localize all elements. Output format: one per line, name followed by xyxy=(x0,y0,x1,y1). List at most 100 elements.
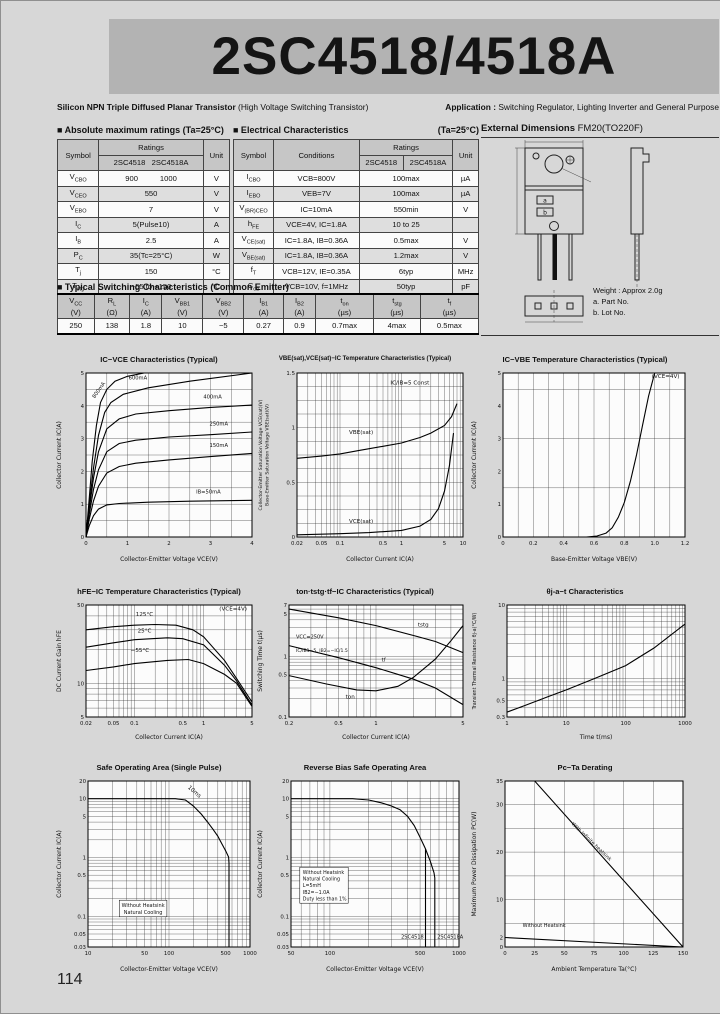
series-vbe-sat xyxy=(296,403,458,459)
value-cell: 100max xyxy=(358,185,454,202)
chart-title: Safe Operating Area (Single Pulse) xyxy=(96,763,222,772)
package-note-b: b. Lot No. xyxy=(593,308,626,317)
value-cell: 550 xyxy=(98,185,204,202)
svg-text:0.1: 0.1 xyxy=(336,541,345,547)
svg-text:20: 20 xyxy=(79,779,86,785)
svg-text:0.6: 0.6 xyxy=(590,541,599,547)
abs-max-row: VEBO 7 V xyxy=(56,201,231,218)
symbol-cell: IEBO xyxy=(232,185,275,202)
svg-text:Natural Cooling: Natural Cooling xyxy=(303,877,340,883)
series-infinite-heatsink xyxy=(505,780,684,948)
svg-text:0: 0 xyxy=(498,535,502,541)
y-axis-label: Transient Thermal Resistance θj-a(°C/W) xyxy=(472,612,478,710)
switching-table-host: VCC (V) RL (Ω) IC (A) VBB1 (V) VBB2 (V) IB1 (A) IB2(… xyxy=(57,293,480,336)
abs-max-table-host: Symbol Ratings Unit 2SC4518 2SC4518A VCBO 900… xyxy=(56,139,231,295)
elec-row: VCE(sat) IC=1.8A, IB=0.36A 0.5max V xyxy=(232,232,479,249)
svg-text:0.05: 0.05 xyxy=(107,721,119,727)
series-ic-vbe xyxy=(586,372,656,538)
switching-header: RL (Ω) xyxy=(93,293,131,319)
condition-cell: VEB=7V xyxy=(273,185,360,202)
value-cell: 35(Tc=25°C) xyxy=(98,247,204,264)
col-ratings: Ratings xyxy=(358,139,454,156)
svg-text:0: 0 xyxy=(292,535,296,541)
chart-title: Reverse Bias Safe Operating Area xyxy=(303,763,427,772)
svg-text:2: 2 xyxy=(500,936,503,942)
x-axis-label: Collector Current IC(A) xyxy=(346,556,414,563)
svg-text:0.5: 0.5 xyxy=(379,541,388,547)
switching-value: 4max xyxy=(373,317,421,335)
switching-table: VCC (V) RL (Ω) IC (A) VBB1 (V) VBB2 (V) IB1 (A) IB2(… xyxy=(57,293,480,336)
svg-text:0.1: 0.1 xyxy=(280,914,289,920)
svg-text:1: 1 xyxy=(286,856,289,862)
svg-text:0.5: 0.5 xyxy=(334,721,343,727)
chart-ic-vbe: IC−VBE Temperature Characteristics (Typi… xyxy=(471,355,699,568)
col-models: 2SC4518 2SC4518A xyxy=(98,154,204,171)
switching-header: IC (A) xyxy=(129,293,163,319)
symbol-cell: V(BR)CEO xyxy=(232,201,275,218)
svg-text:0.8: 0.8 xyxy=(620,541,629,547)
svg-text:4: 4 xyxy=(81,404,85,410)
elec-row: V(BR)CEO IC=10mA 550min V xyxy=(232,201,479,218)
svg-text:150mA: 150mA xyxy=(210,443,229,449)
col-unit: Unit xyxy=(202,139,231,171)
svg-text:0: 0 xyxy=(84,541,88,547)
svg-text:−55°C: −55°C xyxy=(131,648,150,654)
svg-text:100: 100 xyxy=(164,951,175,957)
chart-hfe-ic: hFE−IC Temperature Characteristics (Typi… xyxy=(56,587,262,746)
page-number: 114 xyxy=(57,971,83,988)
chart-switching-time: ton·tstg·tf−IC Characteristics (Typical)… xyxy=(257,587,473,746)
switching-value: 0.9 xyxy=(282,317,316,335)
abs-max-row: VCEO 550 V xyxy=(56,185,231,202)
svg-text:20: 20 xyxy=(282,779,289,785)
svg-text:100: 100 xyxy=(325,951,336,957)
svg-text:2: 2 xyxy=(167,541,170,547)
chart-title: VBE(sat),VCE(sat)−IC Temperature Charact… xyxy=(278,355,452,362)
section-switching-title: ■ Typical Switching Characteristics (Com… xyxy=(57,282,289,292)
chart-canvas: 0 0.2 0.4 0.6 0.8 1.0 1.2 0 1 2 3 4 5 (VCE=4V) Base-Em… xyxy=(471,371,690,563)
switching-header: IB1 (A) xyxy=(243,293,284,319)
series-without-heatsink xyxy=(504,936,684,948)
unit-cell: V xyxy=(202,185,231,202)
chart-title: θj-a−t Characteristics xyxy=(546,587,624,596)
condition-cell: VCB=800V xyxy=(273,170,360,187)
svg-text:0.5: 0.5 xyxy=(278,673,287,679)
application-text: Application : Switching Regulator, Light… xyxy=(445,102,719,112)
y-axis-label: DC Current Gain hFE xyxy=(56,630,63,692)
svg-text:10: 10 xyxy=(77,681,84,687)
value-cell: −55 to +150 xyxy=(98,278,204,295)
svg-text:1.2: 1.2 xyxy=(681,541,690,547)
svg-text:0.5: 0.5 xyxy=(179,721,188,727)
elec-row: VBE(sat) IC=1.8A, IB=0.36A 1.2max V xyxy=(232,247,479,264)
chart-title: hFE−IC Temperature Characteristics (Typi… xyxy=(77,587,241,596)
x-axis-label: Base-Emitter Voltage VBE(V) xyxy=(551,556,637,563)
abs-max-row: Tj 150 °C xyxy=(56,263,231,280)
col-ratings: Ratings xyxy=(98,139,204,156)
svg-text:125: 125 xyxy=(648,951,658,957)
series-ib-150mA xyxy=(85,452,253,538)
chart-title: Pc−Ta Derating xyxy=(557,763,613,772)
svg-text:tf: tf xyxy=(382,658,387,664)
svg-text:5: 5 xyxy=(81,371,84,377)
svg-text:1: 1 xyxy=(292,426,295,432)
series-soa-limit xyxy=(88,798,230,947)
y-axis-label: Collector Current IC(A) xyxy=(56,421,63,489)
svg-text:2: 2 xyxy=(498,469,501,475)
svg-text:50: 50 xyxy=(141,951,148,957)
elec-table: Symbol Conditions Ratings Unit 2SC4518 2SC451… xyxy=(232,139,479,295)
unit-cell: V xyxy=(202,201,231,218)
x-axis-label: Collector-Emitter Voltage VCE(V) xyxy=(120,556,218,563)
value-cell: 7 xyxy=(98,201,204,218)
series-ib-600mA xyxy=(85,372,253,538)
series-ib-400mA xyxy=(85,404,253,538)
svg-text:1: 1 xyxy=(502,677,505,683)
svg-text:1000: 1000 xyxy=(452,951,466,957)
svg-text:0.3: 0.3 xyxy=(496,715,505,721)
chart-pc-ta-derating: Pc−Ta Derating 0 25 50 75 100 125 150 0 2 10 20 30 35… xyxy=(471,763,699,978)
svg-text:tstg: tstg xyxy=(418,623,429,629)
elec-row: hFE VCE=4V, IC=1.8A 10 to 25 xyxy=(232,216,479,233)
unit-cell: A xyxy=(202,216,231,233)
svg-text:Duty less than 1%: Duty less than 1% xyxy=(303,896,347,902)
svg-text:1: 1 xyxy=(374,721,377,727)
chart-ic-vce: IC−VCE Characteristics (Typical) 0 1 2 3 4 0 1 2… xyxy=(56,355,262,568)
